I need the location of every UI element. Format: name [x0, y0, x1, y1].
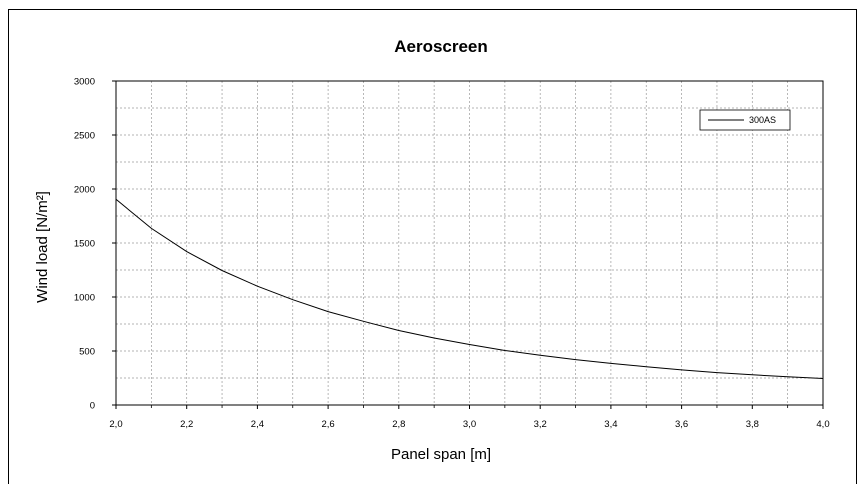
x-tick-label: 2,2 [180, 419, 193, 430]
y-tick-label: 1500 [74, 239, 95, 250]
y-axis: 0 500 1000 1500 2000 2500 3000 [74, 77, 116, 412]
x-tick-label: 3,8 [746, 419, 759, 430]
x-tick-label: 3,6 [675, 419, 688, 430]
y-tick-label: 2500 [74, 131, 95, 142]
legend-box [699, 109, 791, 131]
x-tick-label: 3,2 [534, 419, 547, 430]
y-tick-label: 1000 [74, 293, 95, 304]
x-axis-title: Panel span [m] [391, 446, 491, 463]
y-axis-title: Wind load [N/m²] [34, 191, 51, 303]
y-tick-label: 2000 [74, 185, 95, 196]
chart-title: Aeroscreen [394, 37, 488, 56]
legend: 300AS [699, 109, 791, 131]
x-tick-label: 3,0 [463, 419, 476, 430]
y-tick-label: 3000 [74, 77, 95, 88]
x-tick-label: 2,0 [109, 419, 122, 430]
x-tick-label: 3,4 [604, 419, 617, 430]
x-tick-label: 2,8 [392, 419, 405, 430]
series-line [115, 198, 824, 379]
x-axis: 2,0 2,2 2,4 2,6 2,8 3,0 3,2 3,4 3,6 3,8 4,0 [109, 405, 830, 430]
x-tick-label: 2,6 [321, 419, 334, 430]
x-tick-label: 4,0 [816, 419, 829, 430]
series-group [115, 198, 824, 379]
y-tick-label: 500 [79, 347, 95, 358]
chart-frame [8, 9, 857, 484]
y-tick-label: 0 [90, 401, 95, 412]
legend-label: 300AS [749, 115, 776, 125]
grid [116, 81, 823, 405]
x-tick-label: 2,4 [251, 419, 264, 430]
